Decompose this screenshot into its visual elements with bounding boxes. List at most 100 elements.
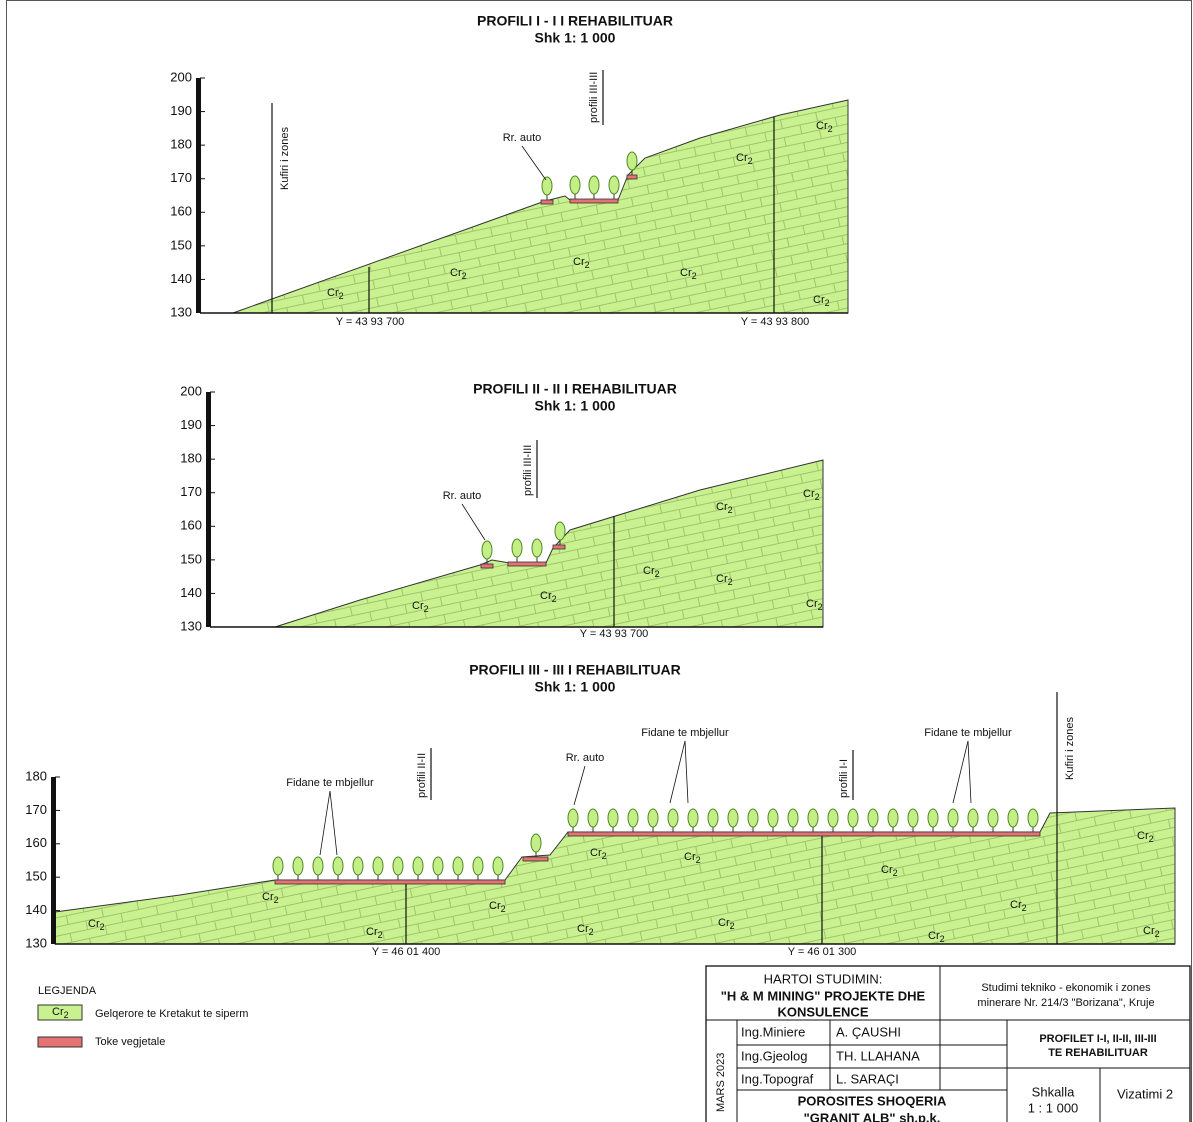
rock-symbol: Cr xyxy=(88,918,100,930)
rock-subscript: 2 xyxy=(818,602,823,612)
rock-symbol: Cr xyxy=(803,488,815,500)
rock-symbol: Cr xyxy=(736,152,748,164)
rock-label: Cr2 xyxy=(52,1006,69,1020)
tree xyxy=(667,808,679,828)
rock-label: Cr2 xyxy=(1010,899,1027,913)
rock-subscript: 2 xyxy=(552,594,557,604)
rock-symbol: Cr xyxy=(590,847,602,859)
rock-subscript: 2 xyxy=(940,934,945,944)
y-tick-label: 160 xyxy=(25,835,47,850)
rock-subscript: 2 xyxy=(602,851,607,861)
tb-text: Ing.Topograf xyxy=(741,1071,814,1086)
y-tick-label: 200 xyxy=(170,69,192,84)
section-label: profili I-I xyxy=(838,759,850,798)
rock-symbol: Cr xyxy=(716,573,728,585)
tb-text: POROSITES SHOQERIA xyxy=(798,1093,947,1108)
tree xyxy=(352,856,364,876)
tb-text: TH. LLAHANA xyxy=(836,1048,920,1063)
rock-label: Cr2 xyxy=(540,590,557,604)
tree xyxy=(312,856,324,876)
rock-subscript: 2 xyxy=(424,604,429,614)
tb-text: Studimi tekniko - ekonomik i zones xyxy=(981,982,1151,994)
rock-subscript: 2 xyxy=(589,927,594,937)
rock-symbol: Cr xyxy=(881,864,893,876)
rock-label: Cr2 xyxy=(816,120,833,134)
tree xyxy=(607,808,619,828)
arrow xyxy=(319,790,331,856)
rock-subscript: 2 xyxy=(274,895,279,905)
rock-label: Cr2 xyxy=(262,891,279,905)
tree xyxy=(272,856,284,876)
soil-strip xyxy=(569,198,619,204)
rock-subscript: 2 xyxy=(64,1010,69,1020)
seedling-label: Fidane te mbjellur xyxy=(641,727,729,739)
tb-text: minerare Nr. 214/3 "Borizana", Kruje xyxy=(977,997,1154,1009)
tree xyxy=(907,808,919,828)
legend-title: LEGJENDA xyxy=(38,985,97,997)
y-tick-label: 180 xyxy=(170,137,192,152)
rock-subscript: 2 xyxy=(1149,834,1154,844)
rock-subscript: 2 xyxy=(728,505,733,515)
profile-title: PROFILI I - I I REHABILITUAR xyxy=(477,13,673,29)
arrow xyxy=(573,765,586,806)
coord-label: Y = 43 93 800 xyxy=(741,316,810,328)
soil-strip xyxy=(540,199,554,205)
rock-subscript: 2 xyxy=(1022,903,1027,913)
arrow xyxy=(329,790,338,856)
boundary-label: Kufiri i zones xyxy=(279,127,291,190)
tb-text: MARS 2023 xyxy=(715,1053,727,1112)
profile-scale: Shk 1: 1 000 xyxy=(535,30,616,46)
road-label: Rr. auto xyxy=(443,490,482,502)
soil-strip xyxy=(552,544,566,550)
tb-text: "H & M MINING" PROJEKTE DHE xyxy=(721,988,926,1003)
seedling-label: Fidane te mbjellur xyxy=(286,777,374,789)
section-label: profili III-III xyxy=(522,445,534,496)
tree xyxy=(332,856,344,876)
rock-subscript: 2 xyxy=(501,904,506,914)
tree xyxy=(567,808,579,828)
tree xyxy=(787,808,799,828)
y-tick-label: 180 xyxy=(25,768,47,783)
tree xyxy=(847,808,859,828)
rock-label: Cr2 xyxy=(736,152,753,166)
axis-bar xyxy=(206,392,211,627)
rock-label: Cr2 xyxy=(643,565,660,579)
y-tick-label: 160 xyxy=(170,204,192,219)
tree xyxy=(727,808,739,828)
rock-subscript: 2 xyxy=(748,156,753,166)
rock-symbol: Cr xyxy=(680,267,692,279)
rock-symbol: Cr xyxy=(366,926,378,938)
rock-symbol: Cr xyxy=(718,917,730,929)
arrow xyxy=(461,503,486,541)
rock-label: Cr2 xyxy=(489,900,506,914)
rock-label: Cr2 xyxy=(450,267,467,281)
rock-symbol: Cr xyxy=(577,923,589,935)
tb-text: 1 : 1 000 xyxy=(1028,1100,1079,1115)
y-tick-label: 170 xyxy=(180,484,202,499)
rock-symbol: Cr xyxy=(327,287,339,299)
section-label: profili III-III xyxy=(588,72,600,123)
tree xyxy=(967,808,979,828)
boundary-label: Kufiri i zones xyxy=(1064,717,1076,780)
rock-label: Cr2 xyxy=(412,600,429,614)
tree xyxy=(807,808,819,828)
rock-symbol: Cr xyxy=(540,590,552,602)
rock-label: Cr2 xyxy=(803,488,820,502)
soil-strip xyxy=(480,563,494,569)
rock-label: Cr2 xyxy=(718,917,735,931)
rock-subscript: 2 xyxy=(100,922,105,932)
tree xyxy=(627,808,639,828)
rock-subscript: 2 xyxy=(655,569,660,579)
tb-text: KONSULENCE xyxy=(777,1004,868,1019)
y-tick-label: 190 xyxy=(170,103,192,118)
tb-text: Vizatimi 2 xyxy=(1117,1086,1173,1101)
tb-text: "GRANIT ALB" sh.p.k. xyxy=(804,1110,941,1122)
y-tick-label: 130 xyxy=(25,935,47,950)
seedling-label: Fidane te mbjellur xyxy=(924,727,1012,739)
tb-text: Ing.Gjeolog xyxy=(741,1048,808,1063)
rock-symbol: Cr xyxy=(1010,899,1022,911)
rock-symbol: Cr xyxy=(806,598,818,610)
rock-symbol: Cr xyxy=(450,267,462,279)
rock-label: Cr2 xyxy=(327,287,344,301)
tree xyxy=(947,808,959,828)
